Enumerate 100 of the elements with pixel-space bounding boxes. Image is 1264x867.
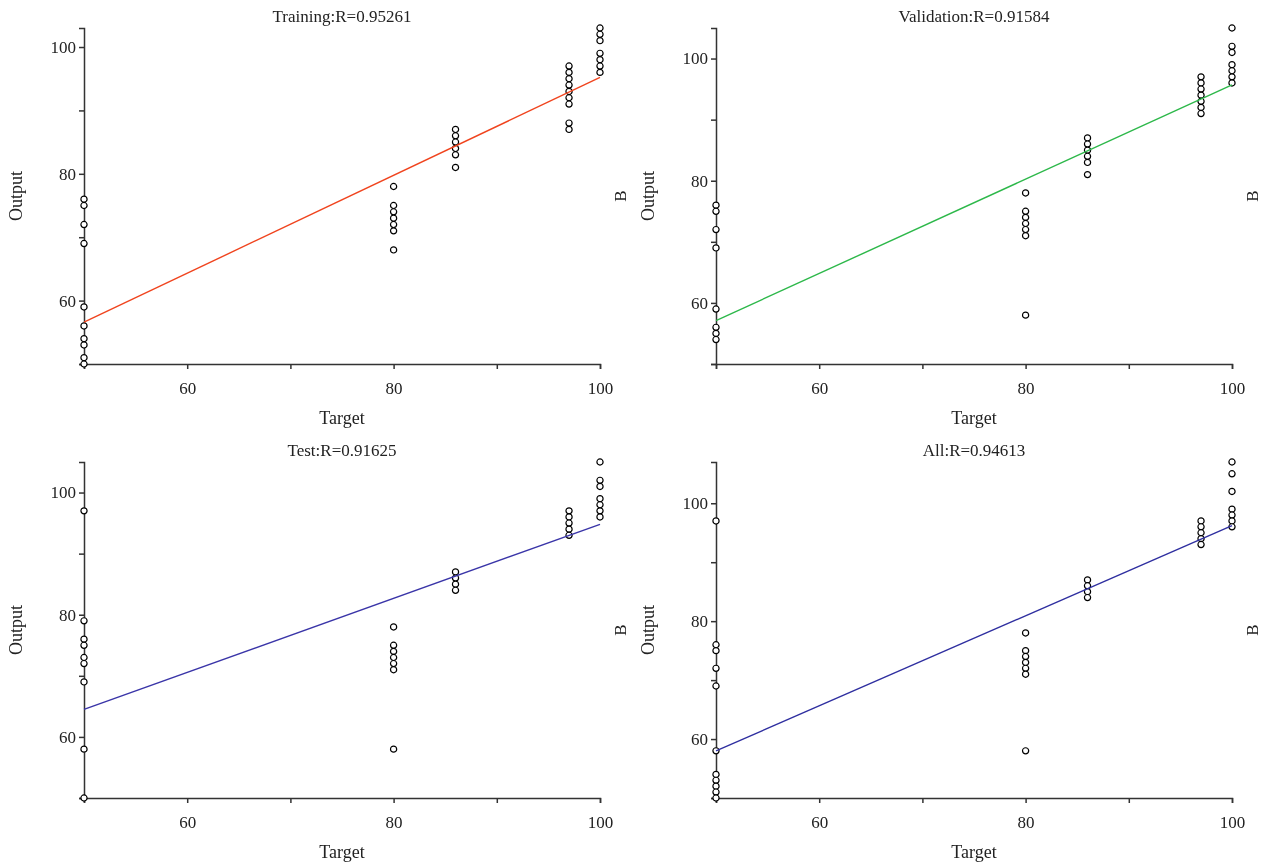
point: [1021, 664, 1030, 672]
x-tick-label: 100: [1219, 379, 1246, 399]
y-tick-label: 60: [691, 729, 708, 749]
text: B: [1243, 624, 1262, 636]
point: [1083, 593, 1092, 602]
point: [1083, 576, 1092, 584]
text: B: [611, 624, 630, 636]
x-tick-label: 60: [179, 379, 197, 399]
point: [596, 507, 604, 515]
point: [80, 334, 88, 343]
point: [389, 220, 398, 229]
point: [1021, 652, 1030, 661]
point: [389, 208, 398, 216]
y-tick-label: 100: [50, 37, 76, 57]
point: [1083, 140, 1092, 148]
point: [389, 182, 398, 191]
y-tick-label: 80: [59, 164, 76, 184]
x-tick-label: 60: [811, 813, 829, 833]
text: B: [1243, 190, 1262, 202]
chart-title: All:R=0.94613: [922, 441, 1026, 460]
point: [1021, 213, 1030, 222]
point: [1228, 511, 1236, 519]
point: [565, 94, 573, 102]
point: [1021, 311, 1030, 319]
point: [1228, 48, 1236, 57]
point: [712, 207, 720, 215]
point: [389, 647, 398, 656]
point: [712, 664, 720, 672]
y-axis-title: Output: [638, 604, 658, 656]
x-tick-label: 80: [385, 379, 403, 399]
point: [389, 666, 398, 674]
point: [451, 151, 460, 159]
point: [80, 341, 88, 349]
point: [712, 244, 720, 252]
point: [1083, 134, 1092, 142]
point: [80, 239, 88, 248]
point: [451, 138, 460, 146]
y-tick-label: 80: [59, 605, 76, 625]
point: [565, 100, 573, 108]
point: [1197, 109, 1205, 118]
point: [1197, 103, 1205, 112]
point: [80, 653, 88, 662]
x-axis-title: Target: [319, 408, 365, 428]
point: [1228, 73, 1236, 81]
x-axis-title: Target: [951, 408, 997, 428]
x-tick-label: 80: [1017, 813, 1035, 833]
point: [712, 788, 720, 796]
point: [712, 646, 720, 655]
point: [389, 653, 398, 662]
point: [596, 458, 604, 466]
x-tick-label: 60: [179, 813, 197, 833]
point: [565, 68, 573, 77]
point: [451, 125, 460, 134]
point: [712, 776, 720, 784]
point: [712, 305, 720, 313]
point: [712, 517, 720, 525]
point: [389, 745, 398, 753]
x-tick-label: 100: [587, 813, 614, 833]
point: [596, 37, 604, 45]
chart-title: Validation:R=0.91584: [898, 7, 1050, 26]
point: [1021, 629, 1030, 637]
y-tick-label: 60: [59, 291, 76, 311]
point: [80, 353, 88, 362]
y-tick-label: 100: [682, 494, 708, 514]
point: [1228, 487, 1236, 496]
point: [596, 56, 604, 64]
point: [451, 568, 460, 576]
point: [80, 617, 88, 625]
point: [565, 75, 573, 83]
point: [1197, 73, 1205, 81]
x-axis-title: Target: [319, 842, 365, 862]
x-tick-label: 80: [385, 813, 403, 833]
chart-title: Test:R=0.91625: [287, 441, 397, 460]
x-tick-label: 100: [587, 379, 614, 399]
point: [1197, 529, 1205, 537]
point: [80, 635, 88, 643]
point: [1197, 79, 1205, 87]
point: [712, 782, 720, 790]
point: [565, 125, 573, 134]
point: [1228, 24, 1236, 32]
point: [1197, 517, 1205, 525]
point: [1021, 219, 1030, 228]
point: [1197, 523, 1205, 531]
point: [1228, 79, 1236, 87]
point: [596, 24, 604, 32]
point: [451, 586, 460, 594]
point: [1083, 170, 1092, 179]
x-tick-label: 60: [811, 379, 829, 399]
point: [80, 201, 88, 210]
point: [596, 482, 604, 491]
point: [389, 201, 398, 210]
point: [451, 580, 460, 588]
point: [1021, 207, 1030, 215]
chart-title: Training:R=0.95261: [272, 7, 412, 26]
point: [1197, 91, 1205, 99]
y-axis-title: Output: [638, 170, 658, 222]
point: [1021, 189, 1030, 197]
point: [80, 641, 88, 649]
point: [712, 770, 720, 779]
point: [565, 525, 573, 533]
